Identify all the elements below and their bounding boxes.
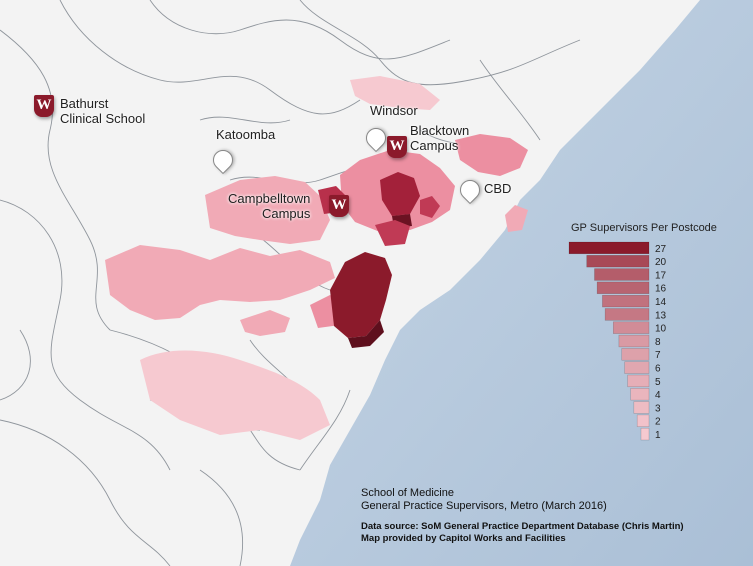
blacktown-logo-icon: W (387, 136, 407, 158)
credits-data-source: Data source: SoM General Practice Depart… (361, 521, 684, 532)
legend-bars: 27 20 17 16 14 13 10 8 7 6 5 4 3 2 1 (568, 241, 667, 441)
legend-bar (636, 414, 650, 427)
bathurst-name: Bathurst Clinical School (60, 96, 146, 126)
legend-value: 17 (655, 270, 667, 281)
legend-value: 4 (655, 390, 661, 401)
legend-value: 3 (655, 403, 661, 414)
credits: School of Medicine General Practice Supe… (361, 487, 684, 545)
legend-value: 14 (655, 297, 667, 308)
legend-bar (624, 361, 650, 374)
legend-bar (604, 308, 650, 321)
legend-bar (613, 321, 650, 334)
legend-bar (594, 268, 650, 281)
legend-value: 2 (655, 417, 661, 428)
legend-value: 6 (655, 364, 661, 375)
legend-bar (596, 281, 650, 294)
bathurst-logo-icon: W (34, 95, 54, 117)
legend-value: 8 (655, 337, 661, 348)
blacktown-name: Blacktown Campus (410, 123, 470, 153)
legend-value: 5 (655, 377, 661, 388)
legend-value: 10 (655, 324, 667, 335)
legend-bar (640, 427, 650, 441)
legend-bar (568, 241, 650, 255)
label-windsor: Windsor (370, 103, 418, 118)
legend-bar (602, 294, 650, 308)
label-blacktown: Blacktown Campus (410, 123, 469, 153)
label-cbd: CBD (484, 181, 512, 196)
legend-title: GP Supervisors Per Postcode (571, 222, 717, 234)
label-katoomba: Katoomba (216, 127, 276, 142)
legend-value: 1 (655, 430, 661, 441)
legend-value: 13 (655, 310, 667, 321)
legend-bar (627, 374, 650, 388)
campbelltown-name: Campbelltown Campus (228, 191, 311, 221)
credits-map-provider: Map provided by Capitol Works and Facili… (361, 533, 566, 544)
legend-bar (618, 334, 650, 348)
credits-org: School of Medicine (361, 487, 454, 499)
legend-value: 20 (655, 257, 667, 268)
legend-bar (621, 348, 650, 361)
legend-bar (633, 401, 650, 414)
legend: GP Supervisors Per Postcode 27 20 17 16 14 13… (565, 218, 745, 448)
legend-value: 7 (655, 350, 661, 361)
high-density-regions (318, 172, 440, 348)
legend-bar (630, 388, 650, 401)
label-bathurst: Bathurst Clinical School (60, 96, 145, 126)
credits-title: General Practice Supervisors, Metro (Mar… (361, 500, 607, 512)
legend-bar (586, 255, 650, 268)
campbelltown-logo-icon: W (329, 195, 349, 217)
label-campbelltown: Campbelltown Campus (228, 191, 310, 221)
legend-value: 27 (655, 244, 667, 255)
legend-value: 16 (655, 284, 667, 295)
